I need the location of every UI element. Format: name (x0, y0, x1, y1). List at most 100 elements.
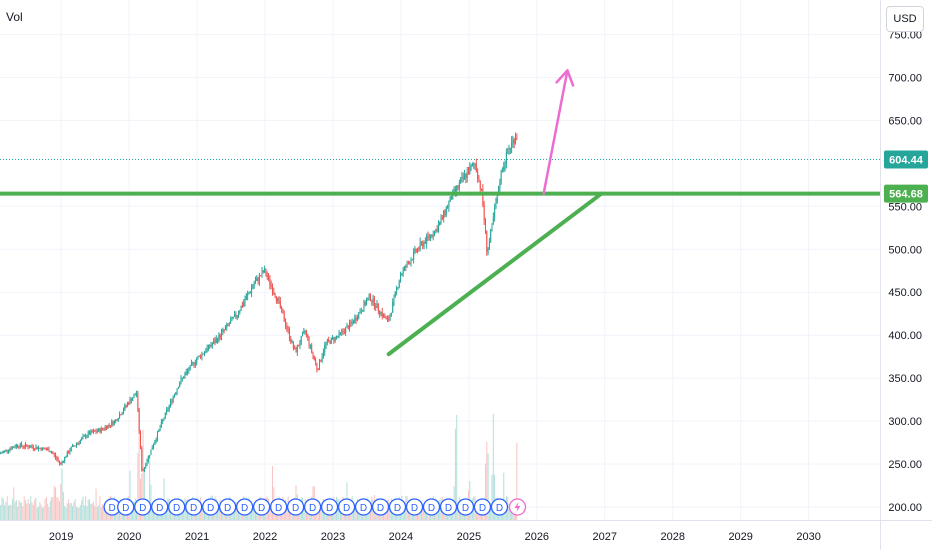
candle-body (235, 314, 237, 317)
candle-body (516, 138, 518, 140)
candle-body (189, 365, 191, 371)
volume-bar (51, 497, 53, 520)
candle-body (457, 186, 459, 188)
projection-arrow-head (555, 69, 569, 84)
candle-body (209, 344, 211, 347)
candle-body (269, 277, 271, 285)
volume-bar (86, 506, 88, 520)
volume-bar (64, 505, 66, 520)
candle-body (221, 331, 223, 338)
candle-body (298, 345, 300, 347)
candle-body (482, 188, 484, 206)
candle-body (78, 442, 80, 444)
candle-body (302, 333, 304, 337)
candle-body (322, 352, 324, 357)
candle-body (77, 442, 79, 444)
dividend-marker (185, 498, 203, 516)
volume-bar (439, 499, 441, 520)
volume-bar (11, 498, 13, 520)
candle-body (228, 323, 230, 325)
dividend-marker (388, 498, 407, 516)
volume-bar (72, 506, 74, 520)
dividend-marker (473, 498, 492, 516)
x-tick-label: 2024 (389, 531, 413, 543)
candle-body (513, 139, 515, 144)
volume-bar (486, 441, 488, 520)
candle-body (139, 431, 141, 449)
candle-body (65, 457, 67, 459)
candle-body (488, 240, 490, 250)
candle-body (443, 210, 445, 219)
candle-body (326, 339, 328, 343)
candle-body (509, 148, 511, 150)
candle-body (6, 449, 8, 452)
volume-bar (2, 498, 4, 520)
x-tick-label: 2025 (457, 531, 481, 543)
candle-body (499, 184, 501, 190)
candle-body (109, 425, 111, 427)
candle-body (512, 139, 514, 143)
candle-body (419, 242, 421, 249)
candle-body (339, 332, 341, 334)
volume-bar (106, 507, 108, 520)
candle-body (385, 318, 387, 320)
volume-bar (509, 505, 511, 520)
candle-body (490, 229, 492, 241)
candle-body (283, 313, 285, 322)
candle-body (86, 435, 88, 438)
candle-body (43, 447, 45, 449)
volume-bar (320, 507, 322, 520)
currency-selector[interactable]: USD (886, 6, 924, 32)
candle-body (134, 394, 136, 396)
volume-bar (303, 505, 305, 520)
volume-indicator-label[interactable]: Vol (6, 10, 23, 24)
candle-body (410, 259, 412, 264)
candle-body (498, 189, 500, 194)
candle-body (200, 355, 202, 358)
candle-body (15, 444, 17, 447)
dividend-marker-label: D (377, 503, 384, 514)
candle-body (347, 325, 349, 329)
candle-body (34, 448, 36, 450)
dividend-marker-label: D (343, 503, 350, 514)
candle-body (279, 300, 281, 308)
volume-bar (69, 503, 71, 520)
candle-body (61, 461, 63, 464)
candle-body (136, 393, 138, 395)
candle-body (176, 388, 178, 393)
volume-bar (355, 502, 357, 520)
volume-bar (61, 468, 63, 520)
candle-body (379, 311, 381, 314)
candle-body (150, 449, 152, 456)
volume-bar (49, 500, 51, 520)
dividend-marker-label: D (292, 503, 299, 514)
support-price-tag-bg (884, 184, 928, 203)
candle-body (7, 450, 9, 452)
dividend-marker (117, 498, 135, 516)
candle-body (338, 332, 340, 337)
volume-bar (202, 505, 204, 520)
candle-body (202, 353, 204, 355)
candle-body (62, 461, 64, 463)
candle-body (100, 428, 102, 433)
volume-bar (73, 501, 75, 520)
volume-bar (508, 503, 510, 520)
volume-bar (138, 420, 140, 520)
volume-bar (34, 499, 36, 520)
candle-body (107, 425, 109, 429)
x-tick-label: 2019 (49, 531, 73, 543)
candle-body (403, 266, 405, 270)
candle-body (360, 311, 362, 313)
volume-bar (68, 499, 70, 520)
volume-bar (204, 507, 206, 520)
candle-body (268, 277, 270, 279)
volume-bar (66, 503, 68, 520)
candle-body (160, 421, 162, 428)
candle-body (366, 300, 368, 305)
candle-body (376, 303, 378, 309)
candle-body (9, 448, 11, 451)
candle-body (257, 277, 259, 282)
